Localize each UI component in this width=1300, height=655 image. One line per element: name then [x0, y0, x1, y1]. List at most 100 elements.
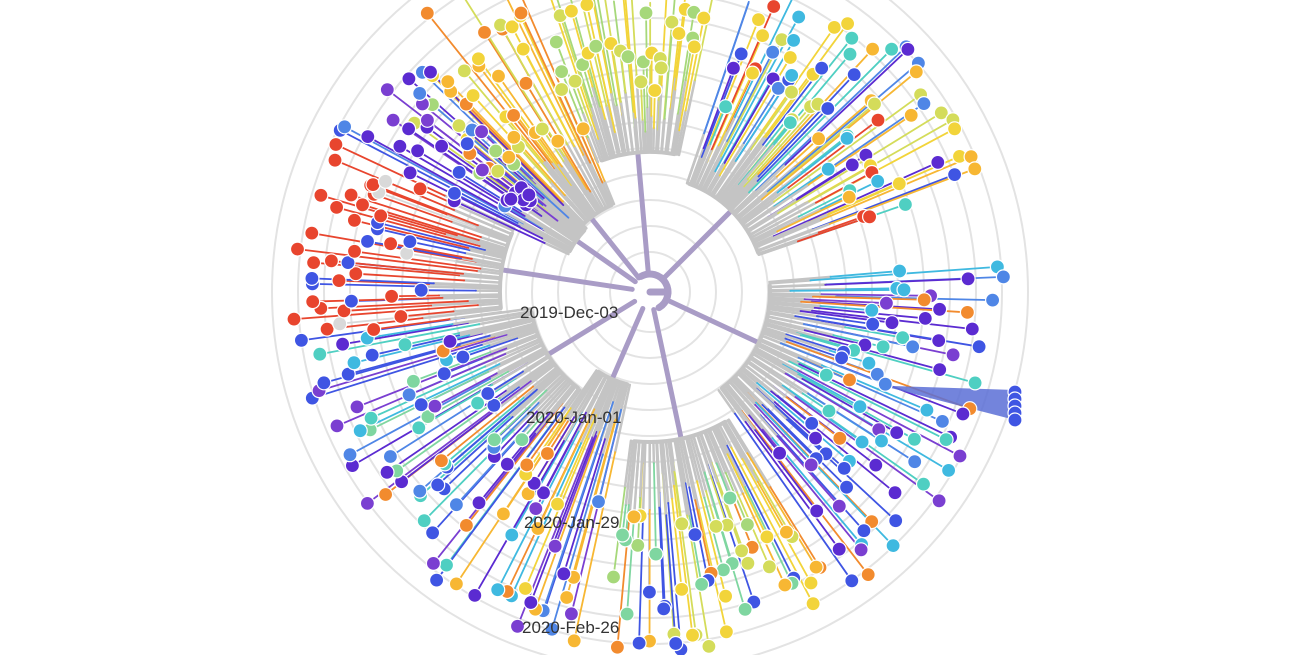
tip-node	[488, 143, 504, 159]
internal-branch	[756, 342, 801, 366]
tip-node	[836, 460, 852, 476]
tip-node	[499, 456, 515, 472]
tip-branch	[453, 200, 546, 244]
tip-node	[605, 569, 622, 585]
tip-node	[519, 457, 535, 473]
internal-branch	[624, 91, 635, 155]
tip-branch	[784, 372, 880, 431]
internal-branch	[455, 203, 515, 232]
tip-node	[458, 517, 474, 534]
internal-branch	[531, 366, 558, 388]
tip-node	[413, 282, 429, 298]
tip-node	[931, 333, 947, 349]
tip-branch	[674, 8, 687, 91]
tip-branch	[770, 390, 896, 494]
internal-branch	[560, 165, 597, 216]
tip-node	[365, 177, 381, 193]
tip-branch	[390, 294, 441, 298]
internal-branch	[611, 380, 622, 404]
internal-branch	[516, 221, 572, 252]
tip-node	[759, 529, 775, 545]
internal-branch	[741, 366, 773, 393]
internal-branch	[692, 142, 712, 187]
internal-branch	[689, 435, 708, 493]
internal-branch	[733, 375, 764, 407]
tip-node	[550, 133, 566, 149]
tip-branch	[455, 417, 568, 585]
tip-branch	[350, 194, 482, 239]
tip-node	[693, 576, 710, 593]
internal-branch	[508, 370, 562, 418]
internal-branch	[457, 274, 502, 281]
internal-branch	[768, 300, 822, 308]
internal-branch	[746, 211, 780, 234]
internal-branch	[748, 200, 811, 237]
internal-branch	[758, 339, 800, 359]
tip-node	[575, 121, 591, 137]
tip-node	[377, 173, 394, 189]
tip-branch	[781, 363, 861, 408]
internal-branch	[707, 174, 721, 195]
tip-node	[891, 176, 907, 192]
internal-branch	[752, 350, 804, 381]
tip-branch	[784, 48, 909, 166]
tip-node	[563, 3, 580, 19]
internal-branch	[627, 440, 637, 507]
tip-node	[931, 301, 948, 317]
internal-branch	[476, 224, 512, 240]
internal-branch	[437, 293, 502, 297]
tip-node	[630, 537, 646, 554]
tip-node	[470, 395, 486, 411]
internal-branch	[671, 78, 687, 156]
tip-node	[897, 196, 914, 213]
internal-branch	[720, 144, 768, 204]
internal-branch	[590, 95, 612, 160]
internal-branch	[673, 129, 681, 156]
internal-branch	[468, 248, 506, 260]
tip-branch	[499, 24, 569, 146]
tip-branch	[435, 406, 566, 581]
tip-branch	[493, 410, 538, 458]
internal-branch	[461, 272, 502, 279]
internal-branch	[523, 214, 575, 247]
tip-branch	[754, 403, 813, 466]
tip-node	[490, 68, 507, 84]
internal-branch	[448, 310, 503, 321]
internal-branch	[522, 367, 560, 400]
tip-node	[451, 117, 467, 134]
tip-node	[521, 187, 537, 203]
internal-branch	[614, 382, 627, 421]
tip-node	[777, 577, 793, 593]
internal-branch	[656, 84, 663, 154]
tip-node	[359, 233, 376, 249]
tip-branch	[372, 183, 479, 227]
tip-node	[327, 152, 343, 168]
tip-branch	[409, 171, 544, 240]
tip-branch	[353, 250, 482, 270]
tip-branch	[678, 46, 696, 132]
tip-node	[480, 385, 496, 402]
tip-node	[514, 432, 530, 448]
tip-node	[337, 119, 353, 135]
internal-branch	[432, 282, 502, 288]
tip-node	[342, 447, 358, 463]
tip-node	[346, 243, 363, 259]
tip-branch	[811, 295, 926, 301]
tip-node	[938, 432, 954, 448]
tip-branch	[811, 173, 956, 231]
internal-branch	[751, 215, 801, 242]
internal-branch	[704, 430, 735, 502]
internal-branch	[541, 381, 573, 417]
internal-branch	[674, 438, 691, 518]
tip-node	[505, 107, 522, 124]
internal-branch	[537, 375, 567, 405]
tip-node	[553, 81, 570, 98]
tip-node	[718, 624, 735, 640]
tip-branch	[446, 388, 538, 468]
tip-node	[916, 292, 932, 308]
tip-branch	[471, 129, 570, 219]
tip-node	[853, 542, 869, 558]
clade-stem	[573, 237, 638, 285]
tip-node	[340, 255, 356, 271]
internal-branch	[728, 179, 759, 211]
